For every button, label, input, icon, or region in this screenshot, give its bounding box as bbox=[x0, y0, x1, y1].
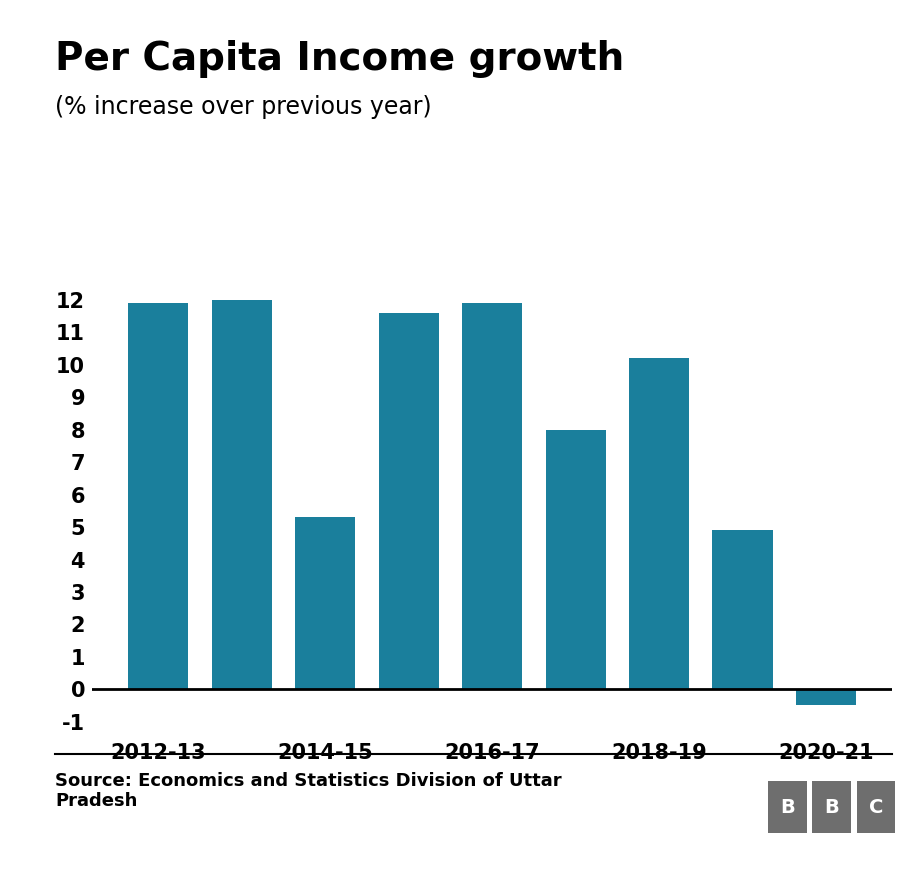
Text: (% increase over previous year): (% increase over previous year) bbox=[55, 95, 431, 120]
Bar bbox=[795, 690, 855, 706]
Bar bbox=[379, 313, 438, 690]
Text: Source: Economics and Statistics Division of Uttar
Pradesh: Source: Economics and Statistics Divisio… bbox=[55, 772, 562, 810]
Bar bbox=[129, 303, 188, 690]
Bar bbox=[461, 303, 522, 690]
Text: C: C bbox=[868, 797, 882, 817]
Bar bbox=[545, 430, 605, 690]
Text: Per Capita Income growth: Per Capita Income growth bbox=[55, 40, 624, 78]
Bar bbox=[211, 300, 272, 690]
Text: B: B bbox=[779, 797, 794, 817]
Bar bbox=[295, 517, 355, 690]
Bar bbox=[629, 359, 688, 690]
Text: B: B bbox=[823, 797, 838, 817]
Bar bbox=[711, 531, 772, 690]
